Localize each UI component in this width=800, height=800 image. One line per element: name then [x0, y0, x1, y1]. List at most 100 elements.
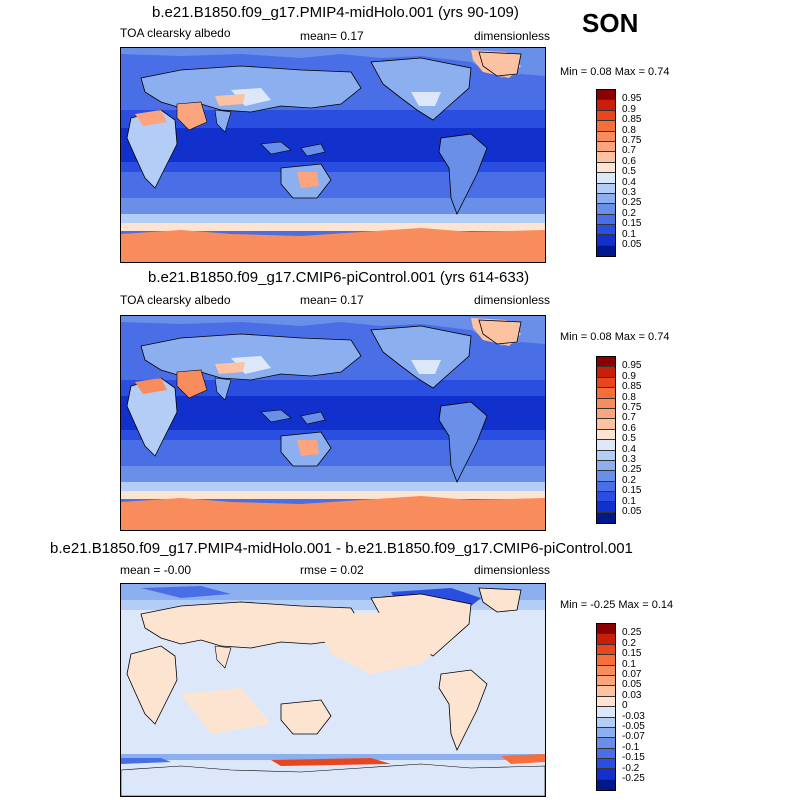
colorbar-tick-label: 0.4	[622, 443, 636, 455]
colorbar-tick-label: 0.8	[622, 391, 636, 403]
colorbar-swatch	[597, 492, 615, 503]
colorbar-tick-label: 0.07	[622, 669, 642, 680]
colorbar-swatch	[597, 624, 615, 635]
panel-3-rmse-label: rmse = 0.02	[300, 563, 364, 577]
colorbar-tick-label: 0.7	[622, 145, 636, 157]
colorbar-swatch	[597, 759, 615, 770]
panel-2-minmax-label: Min = 0.08 Max = 0.74	[560, 331, 670, 343]
colorbar-swatch	[597, 100, 615, 111]
colorbar-tick-label: 0.85	[622, 381, 642, 393]
colorbar-swatch	[597, 696, 615, 708]
colorbar-swatch	[597, 779, 615, 791]
colorbar-swatch	[597, 450, 615, 461]
colorbar-tick-label: 0.15	[622, 218, 642, 230]
colorbar-swatch	[597, 440, 615, 451]
colorbar-tick-label: 0.9	[622, 370, 636, 382]
colorbar-swatch	[597, 419, 615, 430]
colorbar-tick-label: 0.25	[622, 627, 642, 639]
colorbar-tick-label: 0	[622, 700, 628, 712]
colorbar-tick-label: 0.95	[622, 360, 642, 372]
panel-2-map	[120, 315, 546, 531]
panel-1-units-label: dimensionless	[474, 29, 551, 43]
colorbar-swatch	[597, 141, 615, 153]
colorbar-swatch	[597, 245, 615, 257]
colorbar-tick-label: 0.25	[622, 197, 642, 209]
colorbar-swatch	[597, 110, 615, 122]
colorbar-tick-label: -0.05	[622, 721, 645, 732]
panel-2-title: b.e21.B1850.f09_g17.CMIP6-piControl.001 …	[148, 269, 530, 286]
colorbar-tick-label: -0.07	[622, 731, 645, 743]
colorbar-tick-label: 0.05	[622, 679, 642, 691]
colorbar-tick-label: 0.9	[622, 103, 636, 115]
colorbar-swatch	[597, 429, 615, 441]
colorbar-swatch	[597, 367, 615, 378]
colorbar-tick-label: -0.1	[622, 741, 640, 753]
colorbar-swatch	[597, 769, 615, 780]
panel-3-title: b.e21.B1850.f09_g17.PMIP4-midHolo.001 - …	[50, 540, 633, 557]
colorbar-tick-label: 0.8	[622, 124, 636, 136]
colorbar-swatch	[597, 738, 615, 749]
colorbar-swatch	[597, 748, 615, 760]
colorbar-tick-label: -0.25	[622, 773, 645, 784]
colorbar-tick-label: 0.7	[622, 412, 636, 424]
colorbar-swatch	[597, 727, 615, 739]
panel-1-title: b.e21.B1850.f09_g17.PMIP4-midHolo.001 (y…	[152, 4, 519, 21]
colorbar-tick-label: 0.2	[622, 207, 636, 219]
colorbar-tick-label: 0.05	[622, 506, 642, 517]
panel-1-map	[120, 47, 546, 263]
colorbar-tick-label: 0.2	[622, 474, 636, 486]
panel-2-units-label: dimensionless	[474, 293, 551, 307]
colorbar-tick-label: 0.15	[622, 485, 642, 497]
colorbar-tick-label: 0.85	[622, 114, 642, 126]
colorbar-tick-label: 0.4	[622, 176, 636, 188]
colorbar-swatch	[597, 707, 615, 718]
colorbar-tick-label: -0.03	[622, 710, 645, 722]
panel-3-units-label: dimensionless	[474, 563, 551, 577]
colorbar-tick-label: 0.05	[622, 239, 642, 250]
panel-2-colorbar	[596, 356, 616, 525]
colorbar-tick-label: 0.75	[622, 135, 642, 146]
colorbar-swatch	[597, 90, 615, 101]
colorbar-tick-label: 0.75	[622, 402, 642, 413]
panel-1-minmax-label: Min = 0.08 Max = 0.74	[560, 66, 670, 78]
colorbar-swatch	[597, 214, 615, 226]
colorbar-swatch	[597, 675, 615, 687]
colorbar-tick-label: 0.5	[622, 166, 636, 178]
colorbar-swatch	[597, 131, 615, 142]
panel-3-minmax-label: Min = -0.25 Max = 0.14	[560, 599, 674, 611]
colorbar-tick-label: 0.25	[622, 464, 642, 476]
colorbar-tick-label: -0.15	[622, 752, 645, 764]
colorbar-swatch	[597, 183, 615, 194]
colorbar-swatch	[597, 460, 615, 472]
colorbar-tick-label: 0.6	[622, 155, 636, 167]
colorbar-swatch	[597, 502, 615, 513]
colorbar-swatch	[597, 388, 615, 399]
colorbar-swatch	[597, 686, 615, 697]
panel-2-mean-label: mean= 0.17	[300, 293, 364, 307]
colorbar-swatch	[597, 408, 615, 420]
colorbar-swatch	[597, 634, 615, 645]
colorbar-swatch	[597, 193, 615, 205]
panel-3-colorbar	[596, 623, 616, 792]
colorbar-swatch	[597, 398, 615, 409]
colorbar-swatch	[597, 471, 615, 482]
colorbar-tick-label: 0.95	[622, 93, 642, 105]
colorbar-tick-label: 0.3	[622, 187, 636, 198]
colorbar-swatch	[597, 665, 615, 676]
colorbar-tick-label: 0.03	[622, 689, 642, 701]
colorbar-swatch	[597, 644, 615, 656]
colorbar-swatch	[597, 655, 615, 666]
colorbar-swatch	[597, 162, 615, 174]
colorbar-tick-label: 0.15	[622, 648, 642, 660]
colorbar-swatch	[597, 377, 615, 389]
panel-1-variable-label: TOA clearsky albedo	[120, 26, 231, 40]
colorbar-tick-label: 0.6	[622, 422, 636, 434]
colorbar-swatch	[597, 717, 615, 728]
panel-3-mean-label: mean = -0.00	[120, 563, 192, 577]
season-label: SON	[582, 8, 639, 38]
colorbar-swatch	[597, 204, 615, 215]
panel-1-colorbar	[596, 89, 616, 258]
panel-3-map	[120, 583, 546, 797]
colorbar-swatch	[597, 225, 615, 236]
colorbar-swatch	[597, 357, 615, 368]
